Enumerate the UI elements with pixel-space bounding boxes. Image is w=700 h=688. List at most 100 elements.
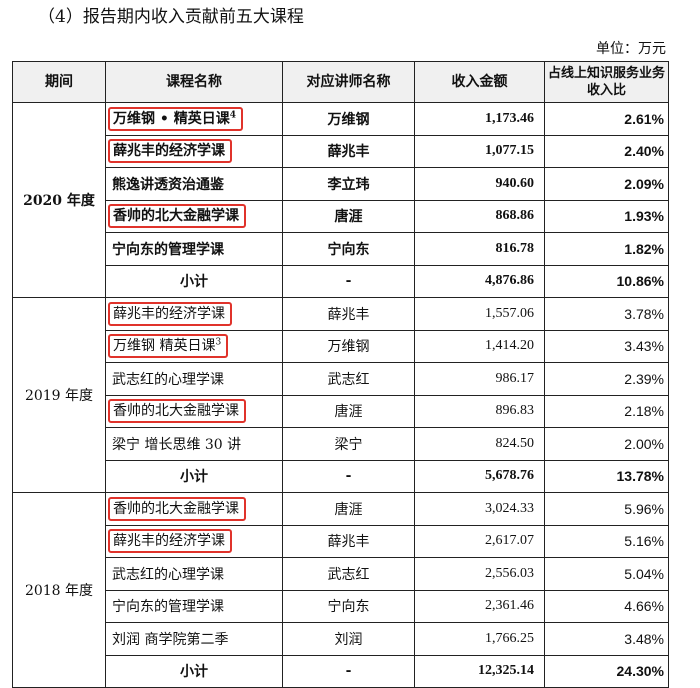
teacher-cell: 薛兆丰 [282,524,415,558]
teacher-cell: 宁向东 [282,232,415,266]
highlight-box: 薛兆丰的经济学课 [108,139,232,164]
table-row: 2020 年度 万维钢 • 精英日课4 万维钢 1,173.46 2.61% [12,102,669,298]
table-row: 梁宁 增长思维 30 讲 梁宁 824.50 2.00% [13,427,669,461]
course-cell: 宁向东的管理学课 [105,232,283,266]
teacher-cell: 李立玮 [282,167,415,201]
period-cell: 2020 年度 [12,102,106,298]
amount-cell: 2,361.46 [414,589,545,623]
course-cell: 薛兆丰的经济学课 [105,134,283,168]
course-cell: 香帅的北大金融学课 [105,199,283,233]
course-name: 武志红的心理学课 [112,566,224,583]
table-row: 万维钢 精英日课3 万维钢 1,414.20 3.43% [13,329,669,363]
table-row: 香帅的北大金融学课 唐涯 868.86 1.93% [13,199,669,233]
amount-cell: 896.83 [414,394,545,428]
teacher-cell: 薛兆丰 [282,297,415,331]
table-header-row: 期间 课程名称 对应讲师名称 收入金额 占线上知识服务业务收入比 [12,61,669,103]
course-cell: 万维钢 精英日课3 [105,329,283,363]
teacher-cell: 万维钢 [282,329,415,363]
subtotal-teacher: - [282,264,415,298]
course-name: 香帅的北大金融学课 [113,500,239,517]
table-row: 刘润 商学院第二季 刘润 1,766.25 3.48% [13,622,669,656]
course-name: 熊逸讲透资治通鉴 [112,176,224,193]
amount-cell: 1,766.25 [414,622,545,656]
ratio-cell: 2.61% [544,102,669,136]
subtotal-ratio: 10.86% [544,264,669,298]
course-name: 万维钢 • 精英日课 [113,110,230,127]
course-cell: 宁向东的管理学课 [105,589,283,623]
amount-cell: 940.60 [414,167,545,201]
teacher-cell: 宁向东 [282,589,415,623]
amount-cell: 986.17 [414,362,545,396]
ratio-cell: 2.40% [544,134,669,168]
subtotal-label: 小计 [105,459,283,493]
subtotal-ratio: 24.30% [544,654,669,688]
ratio-cell: 5.96% [544,492,669,526]
course-name: 万维钢 精英日课 [113,338,216,355]
teacher-cell: 刘润 [282,622,415,656]
amount-cell: 816.78 [414,232,545,266]
course-cell: 香帅的北大金融学课 [105,492,283,526]
course-cell: 熊逸讲透资治通鉴 [105,167,283,201]
ratio-cell: 5.04% [544,557,669,591]
subtotal-teacher: - [282,654,415,688]
highlight-box: 香帅的北大金融学课 [108,496,246,521]
teacher-cell: 薛兆丰 [282,134,415,168]
course-cell: 刘润 商学院第二季 [105,622,283,656]
course-cell: 梁宁 增长思维 30 讲 [105,427,283,461]
ratio-cell: 1.93% [544,199,669,233]
course-wrap: 武志红的心理学课 [112,372,224,388]
highlight-box: 香帅的北大金融学课 [108,204,246,229]
amount-cell: 1,557.06 [414,297,545,331]
table-row: 2019 年度 薛兆丰的经济学课 薛兆丰 1,557.06 3.78% [12,297,669,493]
ratio-cell: 2.18% [544,394,669,428]
course-name: 香帅的北大金融学课 [113,208,239,225]
table-row: 熊逸讲透资治通鉴 李立玮 940.60 2.09% [13,167,669,201]
teacher-cell: 武志红 [282,362,415,396]
footnote-marker: 4 [229,110,236,121]
ratio-cell: 4.66% [544,589,669,623]
course-wrap: 宁向东的管理学课 [112,242,224,258]
subtotal-ratio: 13.78% [544,459,669,493]
highlight-box: 万维钢 精英日课3 [108,334,229,359]
course-name: 薛兆丰的经济学课 [113,533,225,550]
highlight-box: 薛兆丰的经济学课 [108,301,232,326]
course-name: 武志红的心理学课 [112,371,224,388]
table-row: 武志红的心理学课 武志红 986.17 2.39% [13,362,669,396]
subtotal-teacher: - [282,459,415,493]
section-heading: （4）报告期内收入贡献前五大课程 [38,7,304,27]
ratio-cell: 2.00% [544,427,669,461]
ratio-cell: 3.43% [544,329,669,363]
ratio-cell: 2.09% [544,167,669,201]
ratio-cell: 3.48% [544,622,669,656]
amount-cell: 3,024.33 [414,492,545,526]
header-teacher: 对应讲师名称 [282,61,415,103]
course-name: 宁向东的管理学课 [112,599,224,616]
teacher-cell: 唐涯 [282,492,415,526]
amount-cell: 1,077.15 [414,134,545,168]
period-cell: 2018 年度 [12,492,106,688]
course-cell: 薛兆丰的经济学课 [105,297,283,331]
amount-cell: 2,556.03 [414,557,545,591]
course-wrap: 刘润 商学院第二季 [112,632,228,648]
table-row: 武志红的心理学课 武志红 2,556.03 5.04% [13,557,669,591]
course-name: 宁向东的管理学课 [112,241,224,258]
header-amount: 收入金额 [414,61,545,103]
header-period: 期间 [12,61,106,103]
amount-cell: 1,173.46 [414,102,545,136]
header-course: 课程名称 [105,61,283,103]
subtotal-amount: 12,325.14 [414,654,545,688]
amount-cell: 824.50 [414,427,545,461]
course-name: 薛兆丰的经济学课 [113,143,225,160]
teacher-cell: 梁宁 [282,427,415,461]
footnote-marker: 3 [215,337,222,348]
subtotal-row: 小计 -12,325.14 24.30% [13,654,669,688]
teacher-cell: 唐涯 [282,394,415,428]
course-cell: 香帅的北大金融学课 [105,394,283,428]
teacher-cell: 唐涯 [282,199,415,233]
table-row: 薛兆丰的经济学课 薛兆丰 2,617.07 5.16% [13,524,669,558]
amount-cell: 1,414.20 [414,329,545,363]
table-body: 2020 年度 万维钢 • 精英日课4 万维钢 1,173.46 2.61% 薛兆丰的经济… [12,102,669,688]
course-name: 薛兆丰的经济学课 [113,305,225,322]
course-revenue-table: 期间 课程名称 对应讲师名称 收入金额 占线上知识服务业务收入比 2020 年度… [12,61,669,688]
subtotal-amount: 4,876.86 [414,264,545,298]
